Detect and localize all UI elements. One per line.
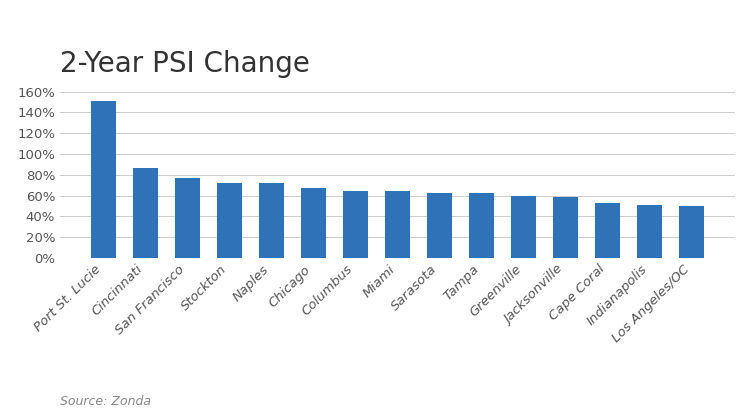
Bar [595, 203, 620, 258]
Bar [343, 191, 368, 258]
Bar [259, 183, 284, 258]
Bar [385, 191, 410, 258]
Bar [427, 193, 452, 258]
Bar [133, 168, 158, 258]
Bar [637, 205, 662, 258]
Bar [175, 178, 200, 258]
Text: 2-Year PSI Change: 2-Year PSI Change [60, 50, 310, 78]
Bar [469, 193, 494, 258]
Bar [679, 206, 704, 258]
Bar [217, 183, 242, 258]
Bar [553, 197, 578, 258]
Bar [91, 101, 116, 258]
Bar [511, 196, 536, 258]
Bar [301, 188, 326, 258]
Text: Source: Zonda: Source: Zonda [60, 395, 151, 408]
